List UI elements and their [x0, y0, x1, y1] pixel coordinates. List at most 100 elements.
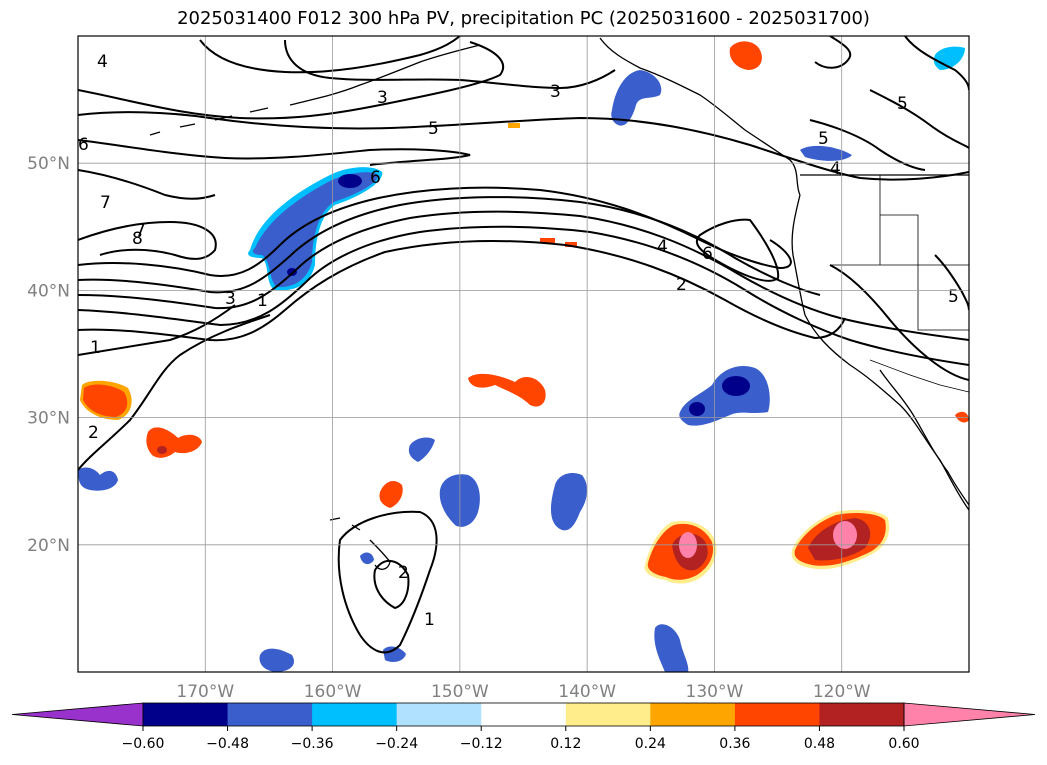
colorbar-segment	[734, 703, 820, 726]
precip-blob	[252, 172, 378, 288]
precip-core	[833, 521, 857, 549]
pv-contour	[78, 41, 505, 120]
contour-label: 2	[88, 423, 99, 443]
contour-label: 6	[702, 244, 713, 264]
precip-core	[157, 446, 167, 454]
colorbar-tick-label: 0.36	[719, 736, 750, 752]
map-panel: 4 3 3 5 5 6 6 8 7 7 1 3 6 4 2 1 2 2 1 5	[77, 35, 970, 673]
precip-blob	[550, 473, 588, 531]
chart-title: 2025031400 F012 300 hPa PV, precipitatio…	[177, 8, 870, 29]
colorbar-tick-label: 0.12	[550, 736, 581, 752]
pv-contour	[934, 254, 969, 311]
pv-contour	[829, 264, 969, 381]
colorbar-tick-label: 0.60	[888, 736, 919, 752]
longitude-tick-label: 120°W	[813, 682, 871, 702]
pv-contour	[869, 89, 969, 149]
colorbar-segment	[312, 703, 398, 726]
pv-contour	[78, 210, 969, 341]
contour-label: 1	[90, 338, 101, 358]
pv-contours	[78, 36, 969, 654]
pv-contour	[809, 119, 926, 171]
contour-label: 4	[657, 237, 668, 257]
precip-blob	[654, 624, 689, 672]
pv-contour	[78, 111, 969, 181]
contour-label: 1	[257, 291, 268, 311]
longitude-tick-label: 140°W	[558, 682, 616, 702]
colorbar-extend-min	[11, 702, 144, 727]
latitude-tick-label: 40°N	[27, 281, 70, 301]
precip-blob	[800, 145, 852, 161]
aleutian-coast	[289, 44, 481, 106]
colorbar-tick-label: 0.24	[635, 736, 666, 752]
baja-coast	[879, 369, 969, 506]
colorbar-segment	[650, 703, 736, 726]
longitude-tick-label: 160°W	[304, 682, 362, 702]
colorbar-tick-label: −0.24	[375, 736, 418, 752]
longitude-tick-label: 150°W	[431, 682, 489, 702]
pv-contour	[337, 510, 438, 654]
contour-label: 4	[97, 52, 108, 72]
precip-blob	[408, 437, 435, 462]
colorbar-segment	[396, 703, 482, 726]
contour-label: 3	[225, 289, 236, 309]
pv-contour	[199, 36, 461, 74]
precip-blob	[729, 41, 762, 70]
pv-contour	[78, 239, 846, 342]
contour-label: 5	[428, 119, 439, 139]
colorbar-tick-label: −0.60	[122, 736, 165, 752]
pv-contour	[904, 36, 969, 91]
state-border	[830, 175, 969, 331]
contour-label: 3	[550, 82, 561, 102]
precip-blob	[540, 238, 555, 243]
colorbar-segment	[819, 703, 905, 726]
longitude-tick-label: 130°W	[686, 682, 744, 702]
pv-contour	[78, 139, 471, 166]
pv-contour	[78, 304, 236, 356]
coastlines	[149, 37, 969, 570]
precip-blob	[379, 480, 403, 508]
precip-blob	[78, 467, 118, 491]
precip-blob	[360, 552, 374, 565]
colorbar: −0.60 −0.48 −0.36 −0.24 −0.12 0.12 0.24 0.36 0.4…	[11, 702, 1036, 752]
colorbar-outline	[142, 702, 905, 727]
graticule	[78, 36, 969, 672]
latitude-labels: 50°N 40°N 30°N 20°N	[27, 154, 70, 556]
hawaii	[329, 517, 391, 570]
colorbar-segment	[481, 703, 567, 726]
latitude-tick-label: 50°N	[27, 154, 70, 174]
mexico-border	[869, 359, 969, 393]
pv-contour	[78, 314, 271, 471]
contour-label: 5	[948, 287, 959, 307]
colorbar-segment	[143, 703, 229, 726]
precip-negative	[78, 46, 965, 672]
colorbar-segment	[227, 703, 313, 726]
precip-positive	[80, 41, 969, 584]
pv-contour	[78, 196, 821, 296]
contour-label: 2	[398, 563, 409, 583]
precip-core	[689, 402, 705, 416]
colorbar-extend-max	[903, 702, 1036, 727]
pv-contour	[78, 186, 792, 277]
aleutian-islands	[149, 107, 269, 136]
contour-label: 2	[676, 275, 687, 295]
colorbar-tick-label: 0.48	[804, 736, 835, 752]
pv-contour	[695, 218, 780, 282]
precip-blob	[508, 123, 520, 128]
pv-contour	[78, 225, 969, 366]
colorbar-tick-label: −0.36	[291, 736, 334, 752]
contour-label: 5	[897, 94, 908, 114]
longitude-labels: 170°W 160°W 150°W 140°W 130°W 120°W	[176, 682, 870, 702]
contour-label: 8	[132, 229, 143, 249]
contour-label: 6	[370, 168, 381, 188]
contour-label: 4	[830, 159, 841, 179]
contour-label: 7	[135, 221, 146, 241]
colorbar-segment	[565, 703, 651, 726]
contour-label: 6	[78, 135, 89, 155]
alaska-coast	[599, 37, 801, 196]
precip-blob	[383, 646, 406, 662]
contour-label: 1	[424, 610, 435, 630]
colorbar-tick-label: −0.48	[206, 736, 249, 752]
longitude-tick-label: 170°W	[176, 682, 234, 702]
latitude-tick-label: 20°N	[27, 536, 70, 556]
